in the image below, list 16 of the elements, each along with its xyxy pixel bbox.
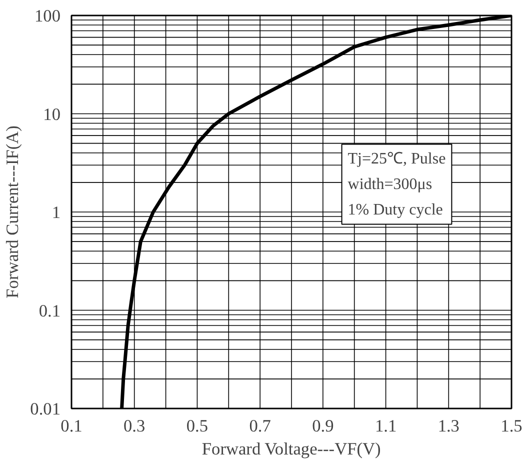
- y-axis-title: Forward Current---IF(A): [3, 125, 22, 298]
- x-tick-label: 1.5: [500, 416, 522, 436]
- x-tick-label: 0.9: [312, 416, 334, 436]
- y-tick-label: 10: [43, 104, 60, 124]
- y-tick-label: 100: [34, 6, 61, 26]
- x-tick-label: 0.5: [186, 416, 208, 436]
- annotation: Tj=25℃, Pulse width=300μs 1% Duty cycle: [348, 150, 446, 218]
- x-axis-title: Forward Voltage---VF(V): [202, 440, 382, 458]
- y-tick-label: 0.01: [30, 400, 61, 418]
- y-tick-label: 0.1: [38, 301, 61, 320]
- x-tick-label: 0.1: [60, 416, 82, 436]
- y-tick-label: 1: [52, 203, 61, 222]
- x-tick-label: 0.7: [249, 416, 272, 436]
- x-tick-label: 1.1: [374, 416, 397, 436]
- x-tick-label: 0.3: [124, 416, 146, 436]
- x-tick-label: 1.3: [438, 416, 460, 436]
